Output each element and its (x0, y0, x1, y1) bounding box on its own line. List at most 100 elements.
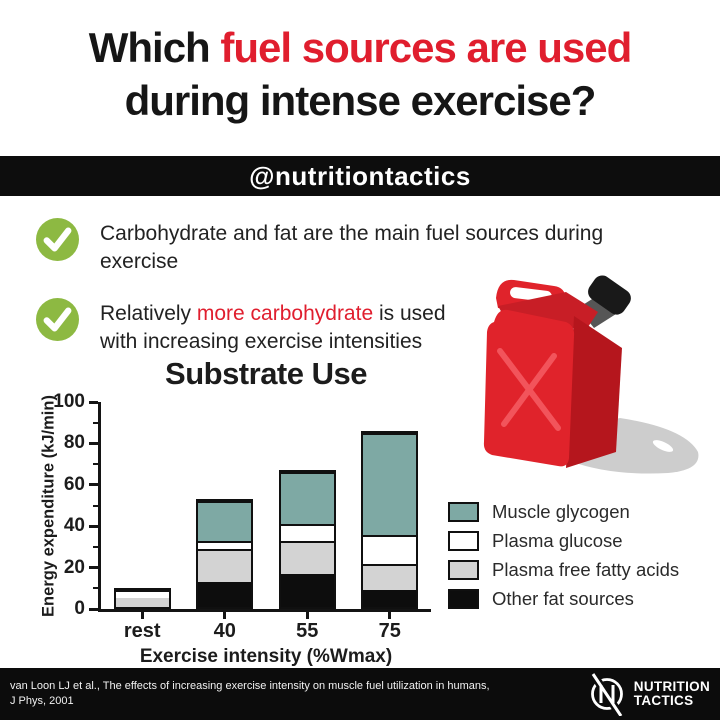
legend-item: Plasma free fatty acids (448, 555, 679, 584)
stacked-bar-rest (113, 588, 171, 609)
y-tick-label: 80 (63, 432, 85, 454)
fuel-can-illustration (483, 275, 699, 474)
legend-swatch (448, 501, 479, 522)
bar-segment (198, 549, 252, 583)
checklist-1-line2: exercise (100, 249, 179, 273)
x-category-label: 75 (378, 620, 401, 642)
bar-segment (115, 590, 169, 598)
bar-segment (280, 540, 334, 574)
x-axis-title: Exercise intensity (%Wmax) (139, 646, 393, 667)
bar-segment (363, 563, 417, 591)
x-category: 75 (349, 612, 432, 643)
checkmark-icon (36, 298, 79, 341)
y-major-tick (89, 400, 98, 404)
y-minor-tick (93, 587, 98, 590)
y-axis-title: Energy expenditure (kJ/min) (39, 394, 58, 617)
legend-swatch (448, 588, 479, 609)
checklist-2-suffix: is used (373, 302, 446, 325)
y-minor-tick (93, 463, 98, 466)
brand-logo: NUTRITION TACTICS (585, 672, 710, 716)
y-minor-tick (93, 504, 98, 507)
y-major-tick (89, 483, 98, 487)
checkmark-icon (36, 218, 79, 261)
checklist-2-line2: with increasing exercise intensities (100, 329, 423, 353)
y-axis: 0 20 40 60 80 100 (53, 392, 98, 619)
citation: van Loon LJ et al., The effects of incre… (10, 679, 490, 709)
checklist-1-line1: Carbohydrate and fat are the main fuel s… (100, 220, 603, 248)
bar-segment (280, 573, 334, 607)
y-tick-label: 40 (63, 515, 85, 537)
page-title-line1: Which fuel sources are used (0, 22, 720, 75)
legend-item: Plasma glucose (448, 526, 679, 555)
checklist-item-1: Carbohydrate and fat are the main fuel s… (36, 218, 603, 275)
y-major-tick (89, 524, 98, 528)
legend-item: Other fat sources (448, 584, 679, 613)
legend-swatch (448, 559, 479, 580)
y-major-tick (89, 441, 98, 445)
y-minor-tick (93, 421, 98, 424)
x-tick-mark (140, 612, 144, 619)
checklist-2-line1: Relatively more carbohydrate is used (100, 300, 446, 328)
bar-segment (280, 472, 334, 525)
checklist-2-text: Relatively (100, 302, 197, 325)
x-category: 40 (184, 612, 267, 643)
checklist-text-1: Carbohydrate and fat are the main fuel s… (100, 218, 603, 275)
x-tick-mark (305, 612, 309, 619)
y-major-tick (89, 566, 98, 570)
legend-swatch (448, 530, 479, 551)
y-tick-label: 0 (74, 598, 85, 619)
x-category-label: 40 (213, 620, 236, 642)
y-minor-tick (93, 545, 98, 548)
bar-segment (280, 524, 334, 541)
x-category-label: rest (123, 620, 161, 642)
brand-name: NUTRITION TACTICS (633, 678, 710, 709)
brand-logo-icon (589, 672, 625, 716)
chart-title: Substrate Use (165, 356, 367, 391)
checklist-2-highlight: more carbohydrate (196, 302, 374, 325)
y-tick-label: 100 (53, 391, 85, 412)
title-prefix: Which (88, 24, 221, 71)
substrate-use-chart: Substrate Use Energy expenditure (kJ/min… (36, 356, 472, 668)
y-major-tick (89, 607, 98, 611)
x-category: 55 (266, 612, 349, 643)
legend: Muscle glycogen Plasma glucose Plasma free… (448, 497, 679, 613)
bar-segment (363, 534, 417, 564)
page-title-line2: during intense exercise? (124, 76, 597, 124)
title-highlight: fuel sources are used (220, 24, 632, 71)
x-category-label: 55 (296, 620, 319, 642)
stacked-bar-40 (196, 499, 254, 609)
footer-bar: van Loon LJ et al., The effects of incre… (0, 668, 720, 720)
checklist-1-text: Carbohydrate and fat are the main fuel s… (100, 222, 604, 245)
citation-line2: J Phys, 2001 (10, 695, 74, 707)
legend-label: Plasma glucose (492, 529, 623, 551)
social-handle: @nutritiontactics (249, 160, 471, 191)
checklist-item-2: Relatively more carbohydrate is used wit… (36, 298, 446, 355)
brand-name-line1: NUTRITION (633, 678, 710, 694)
plot-area (98, 402, 431, 612)
legend-label: Other fat sources (492, 587, 634, 609)
x-tick-mark (223, 612, 227, 619)
legend-label: Plasma free fatty acids (492, 558, 680, 580)
x-category: rest (101, 612, 184, 643)
x-axis-labels: rest 40 55 75 (101, 612, 431, 643)
bar-segment (198, 582, 252, 607)
page-title: Which fuel sources are used during inten… (0, 22, 720, 127)
chart-body: Energy expenditure (kJ/min) 0 20 40 60 80 100 (36, 392, 472, 619)
handle-banner: @nutritiontactics (0, 156, 720, 196)
x-tick-mark (388, 612, 392, 619)
stacked-bar-55 (278, 470, 336, 609)
y-tick-label: 20 (63, 556, 85, 578)
bar-segment (198, 540, 252, 550)
brand-name-line2: TACTICS (633, 693, 694, 708)
stacked-bar-75 (361, 431, 419, 609)
bar-segment (115, 597, 169, 607)
citation-line1: van Loon LJ et al., The effects of incre… (10, 680, 490, 692)
legend-item: Muscle glycogen (448, 497, 679, 526)
bar-segment (198, 501, 252, 541)
bar-segment (363, 590, 417, 607)
bar-segment (363, 433, 417, 535)
checklist-text-2: Relatively more carbohydrate is used wit… (100, 298, 446, 355)
y-tick-label: 60 (63, 473, 85, 495)
legend-label: Muscle glycogen (492, 500, 630, 522)
